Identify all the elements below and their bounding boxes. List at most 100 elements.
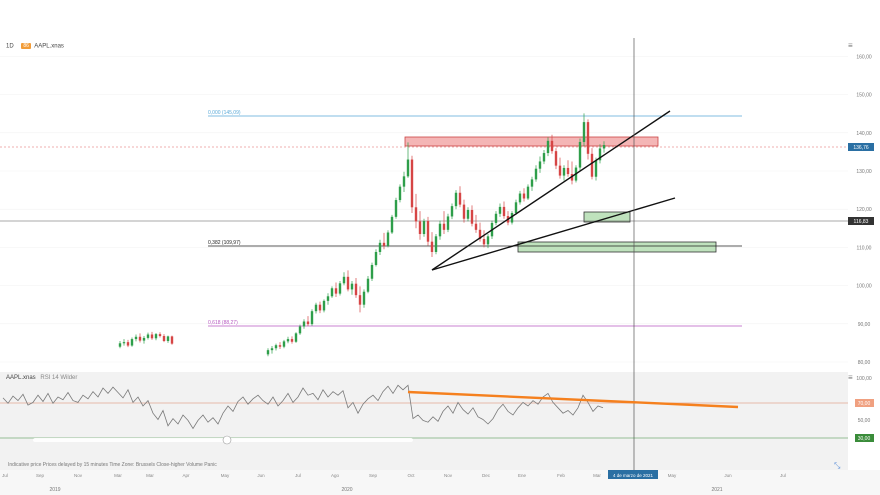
rsi-tick-100: 100,00 [856, 376, 872, 382]
candle-body [122, 342, 126, 344]
year-label-2020: 2020 [341, 487, 352, 493]
x-tick-label: May [668, 473, 677, 478]
candle-body [474, 223, 478, 230]
candle-body [494, 213, 498, 223]
x-tick-label: Sep [36, 473, 45, 478]
candle-body [358, 295, 362, 305]
candle-body [446, 216, 450, 230]
candle-body [394, 200, 398, 217]
crosshair-price-tag [848, 217, 874, 225]
x-tick-label: Jun [724, 473, 732, 478]
candle-body [282, 341, 286, 347]
expand-icon[interactable]: ⤡ [834, 461, 841, 470]
price-axis-background [848, 38, 880, 482]
chart-menu-icon[interactable]: ≡ [848, 41, 853, 50]
x-tick-label: Feb [557, 473, 565, 478]
x-tick-label: Jul [295, 473, 301, 478]
x-tick-label: Mar [593, 473, 601, 478]
candle-body [142, 337, 146, 341]
rsi-upper-label: 70,00 [858, 401, 871, 407]
candle-body [166, 336, 170, 341]
range-slider-handle[interactable] [222, 435, 232, 445]
trendline-upper[interactable] [431, 110, 671, 271]
y-tick-label: 150,00 [856, 93, 872, 99]
candle-body [170, 336, 174, 344]
candle-body [410, 159, 414, 208]
candle-body [354, 283, 358, 296]
candle-body [286, 339, 290, 342]
candle-body [322, 300, 326, 311]
candle-body [126, 342, 130, 346]
candle-body [326, 296, 330, 301]
candle-body [374, 251, 378, 265]
candle-body [382, 242, 386, 246]
interval-label[interactable]: 1D [6, 43, 14, 50]
rsi-lower-label: 30,00 [858, 436, 871, 442]
candle-body [486, 236, 490, 245]
y-tick-label: 80,00 [858, 360, 871, 366]
fib-label-618: 0,618 (88,27) [208, 320, 238, 326]
candle-body [438, 223, 442, 237]
demand-zone-upper[interactable] [583, 211, 631, 223]
symbol-label[interactable]: AAPL.xnas [34, 43, 64, 50]
candle-body [542, 153, 546, 162]
rsi-title[interactable]: RSI 14 Wilder [40, 375, 78, 381]
candle-body [314, 304, 318, 312]
trendline-lower[interactable] [431, 197, 676, 271]
candle-body [434, 236, 438, 252]
candle-body [406, 159, 410, 177]
last-price-label: 136,76 [853, 145, 869, 151]
fib-label-382: 0,382 (109,97) [208, 240, 241, 246]
candle-body [454, 192, 458, 207]
candle-body [558, 165, 562, 176]
candle-body [522, 193, 526, 199]
demand-zone-lower[interactable] [517, 241, 717, 253]
candle-body [318, 304, 322, 311]
y-tick-label: 90,00 [858, 322, 871, 328]
x-tick-label: Jul [2, 473, 8, 478]
rsi-trendline[interactable] [407, 390, 739, 409]
candle-body [342, 276, 346, 284]
candle-body [150, 334, 154, 339]
candle-body [470, 209, 474, 224]
candle-body [350, 283, 354, 290]
candle-body [334, 288, 338, 294]
candle-body [310, 311, 314, 325]
rsi-header: AAPL.xnas RSI 14 Wilder [6, 375, 77, 381]
x-tick-label: Ago [331, 473, 340, 478]
x-tick-label: Jun [257, 473, 265, 478]
candle-body [422, 221, 426, 235]
candle-body [578, 141, 582, 168]
resistance-zone[interactable] [404, 136, 659, 147]
candle-body [562, 167, 566, 176]
x-tick-label: Mar [114, 473, 122, 478]
y-tick-label: 110,00 [857, 245, 872, 251]
candle-body [442, 223, 446, 230]
cursor-date-label: 4 de marzo de 2021 [613, 473, 654, 478]
candle-body [302, 321, 306, 327]
candle-body [154, 334, 158, 339]
year-strip: 2019 2020 2021 [0, 482, 880, 495]
crosshair-price-label: 116,83 [854, 219, 869, 225]
last-price-tag [848, 143, 874, 151]
candle-body [482, 238, 486, 245]
candle-body [294, 333, 298, 342]
candle-body [402, 176, 406, 187]
rsi-symbol[interactable]: AAPL.xnas [6, 375, 36, 381]
candle-body [566, 167, 570, 175]
x-tick-label: Sep [369, 473, 378, 478]
x-tick-label: Apr [182, 473, 190, 478]
candle-body [278, 345, 282, 347]
rsi-menu-icon[interactable]: ≡ [848, 373, 853, 382]
candle-body [498, 206, 502, 214]
symbol-tag: 86 [21, 43, 31, 49]
x-tick-label: Dec [482, 473, 491, 478]
price-disclaimer: Indicative price Prices delayed by 15 mi… [8, 462, 217, 468]
candle-body [518, 193, 522, 203]
candle-body [266, 350, 270, 355]
candle-body [390, 216, 394, 233]
candle-body [418, 221, 422, 235]
candle-body [366, 278, 370, 292]
